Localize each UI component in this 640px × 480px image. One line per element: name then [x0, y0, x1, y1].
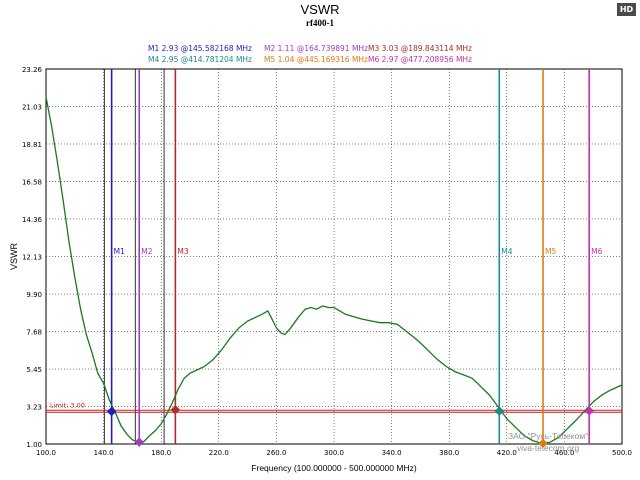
readout-m6: M6 2.97 @477.208956 MHz — [368, 55, 472, 64]
marker-point-m4 — [494, 406, 504, 416]
chart-subtitle: rf400-1 — [306, 18, 334, 28]
readout-m4: M4 2.95 @414.781204 MHz — [148, 55, 252, 64]
x-tick-label: 180.0 — [151, 449, 171, 457]
marker-label-m5: M5 — [545, 247, 556, 256]
readout-m1: M1 2.93 @145.582168 MHz — [148, 44, 252, 53]
x-tick-label: 100.0 — [36, 449, 56, 457]
readout-value: 2.97 @477.208956 MHz — [381, 55, 472, 64]
hd-badge[interactable]: HD — [617, 3, 636, 16]
x-axis-label: Frequency (100.000000 - 500.000000 MHz) — [251, 463, 417, 473]
readout-id: M5 — [264, 55, 278, 64]
marker-label-m3: M3 — [177, 247, 188, 256]
y-tick-label: 7.68 — [26, 328, 42, 336]
x-tick-label: 460.0 — [554, 449, 574, 457]
marker-point-m3 — [170, 405, 181, 415]
readout-id: M3 — [368, 44, 382, 53]
y-tick-label: 23.26 — [22, 66, 43, 74]
marker-point-m6 — [584, 406, 594, 416]
y-tick-label: 1.00 — [26, 441, 42, 449]
watermark-line2: viva-telecom.org — [516, 443, 580, 453]
watermark-text: ЗАО "Русь-Телеком" viva-telecom.org — [508, 430, 588, 454]
readout-m3: M3 3.03 @189.843114 MHz — [368, 44, 472, 53]
readout-value: 1.04 @445.169316 MHz — [277, 55, 368, 64]
x-tick-label: 380.0 — [439, 449, 459, 457]
readout-id: M1 — [148, 44, 162, 53]
marker-point-m5 — [538, 438, 548, 449]
marker-label-m1: M1 — [114, 247, 125, 256]
marker-point-m1 — [106, 406, 117, 417]
y-tick-label: 21.03 — [22, 104, 42, 112]
marker-label-m6: M6 — [591, 247, 602, 256]
x-tick-label: 260.0 — [266, 449, 286, 457]
readout-value: 1.11 @164.739891 MHz — [277, 44, 368, 53]
readout-value: 2.93 @145.582168 MHz — [161, 44, 252, 53]
y-tick-label: 5.45 — [26, 366, 42, 374]
y-tick-label: 9.90 — [26, 291, 42, 299]
readout-id: M2 — [264, 44, 278, 53]
readout-value: 3.03 @189.843114 MHz — [381, 44, 472, 53]
marker-label-m4: M4 — [501, 247, 512, 256]
y-tick-label: 16.58 — [22, 179, 42, 187]
x-tick-label: 140.0 — [94, 449, 114, 457]
x-tick-label: 300.0 — [324, 449, 344, 457]
marker-point-m2 — [134, 437, 144, 447]
chart-title: VSWR — [300, 2, 340, 17]
readout-id: M4 — [148, 55, 162, 64]
y-tick-label: 3.23 — [26, 403, 42, 411]
x-tick-label: 420.0 — [497, 449, 517, 457]
limit-label: Limit: 3.00 — [50, 401, 85, 409]
x-tick-label: 500.0 — [612, 449, 632, 457]
readout-m2: M2 1.11 @164.739891 MHz — [264, 44, 368, 53]
readout-id: M6 — [368, 55, 382, 64]
y-axis-label: VSWR — [9, 242, 19, 270]
x-tick-label: 340.0 — [382, 449, 402, 457]
y-tick-label: 12.13 — [22, 254, 42, 262]
watermark-line1: ЗАО "Русь-Телеком" — [508, 431, 589, 441]
x-tick-label: 220.0 — [209, 449, 229, 457]
y-tick-label: 18.81 — [22, 141, 42, 149]
readout-m5: M5 1.04 @445.169316 MHz — [264, 55, 368, 64]
readout-value: 2.95 @414.781204 MHz — [161, 55, 252, 64]
y-tick-label: 14.36 — [22, 216, 43, 224]
marker-label-m2: M2 — [141, 247, 152, 256]
